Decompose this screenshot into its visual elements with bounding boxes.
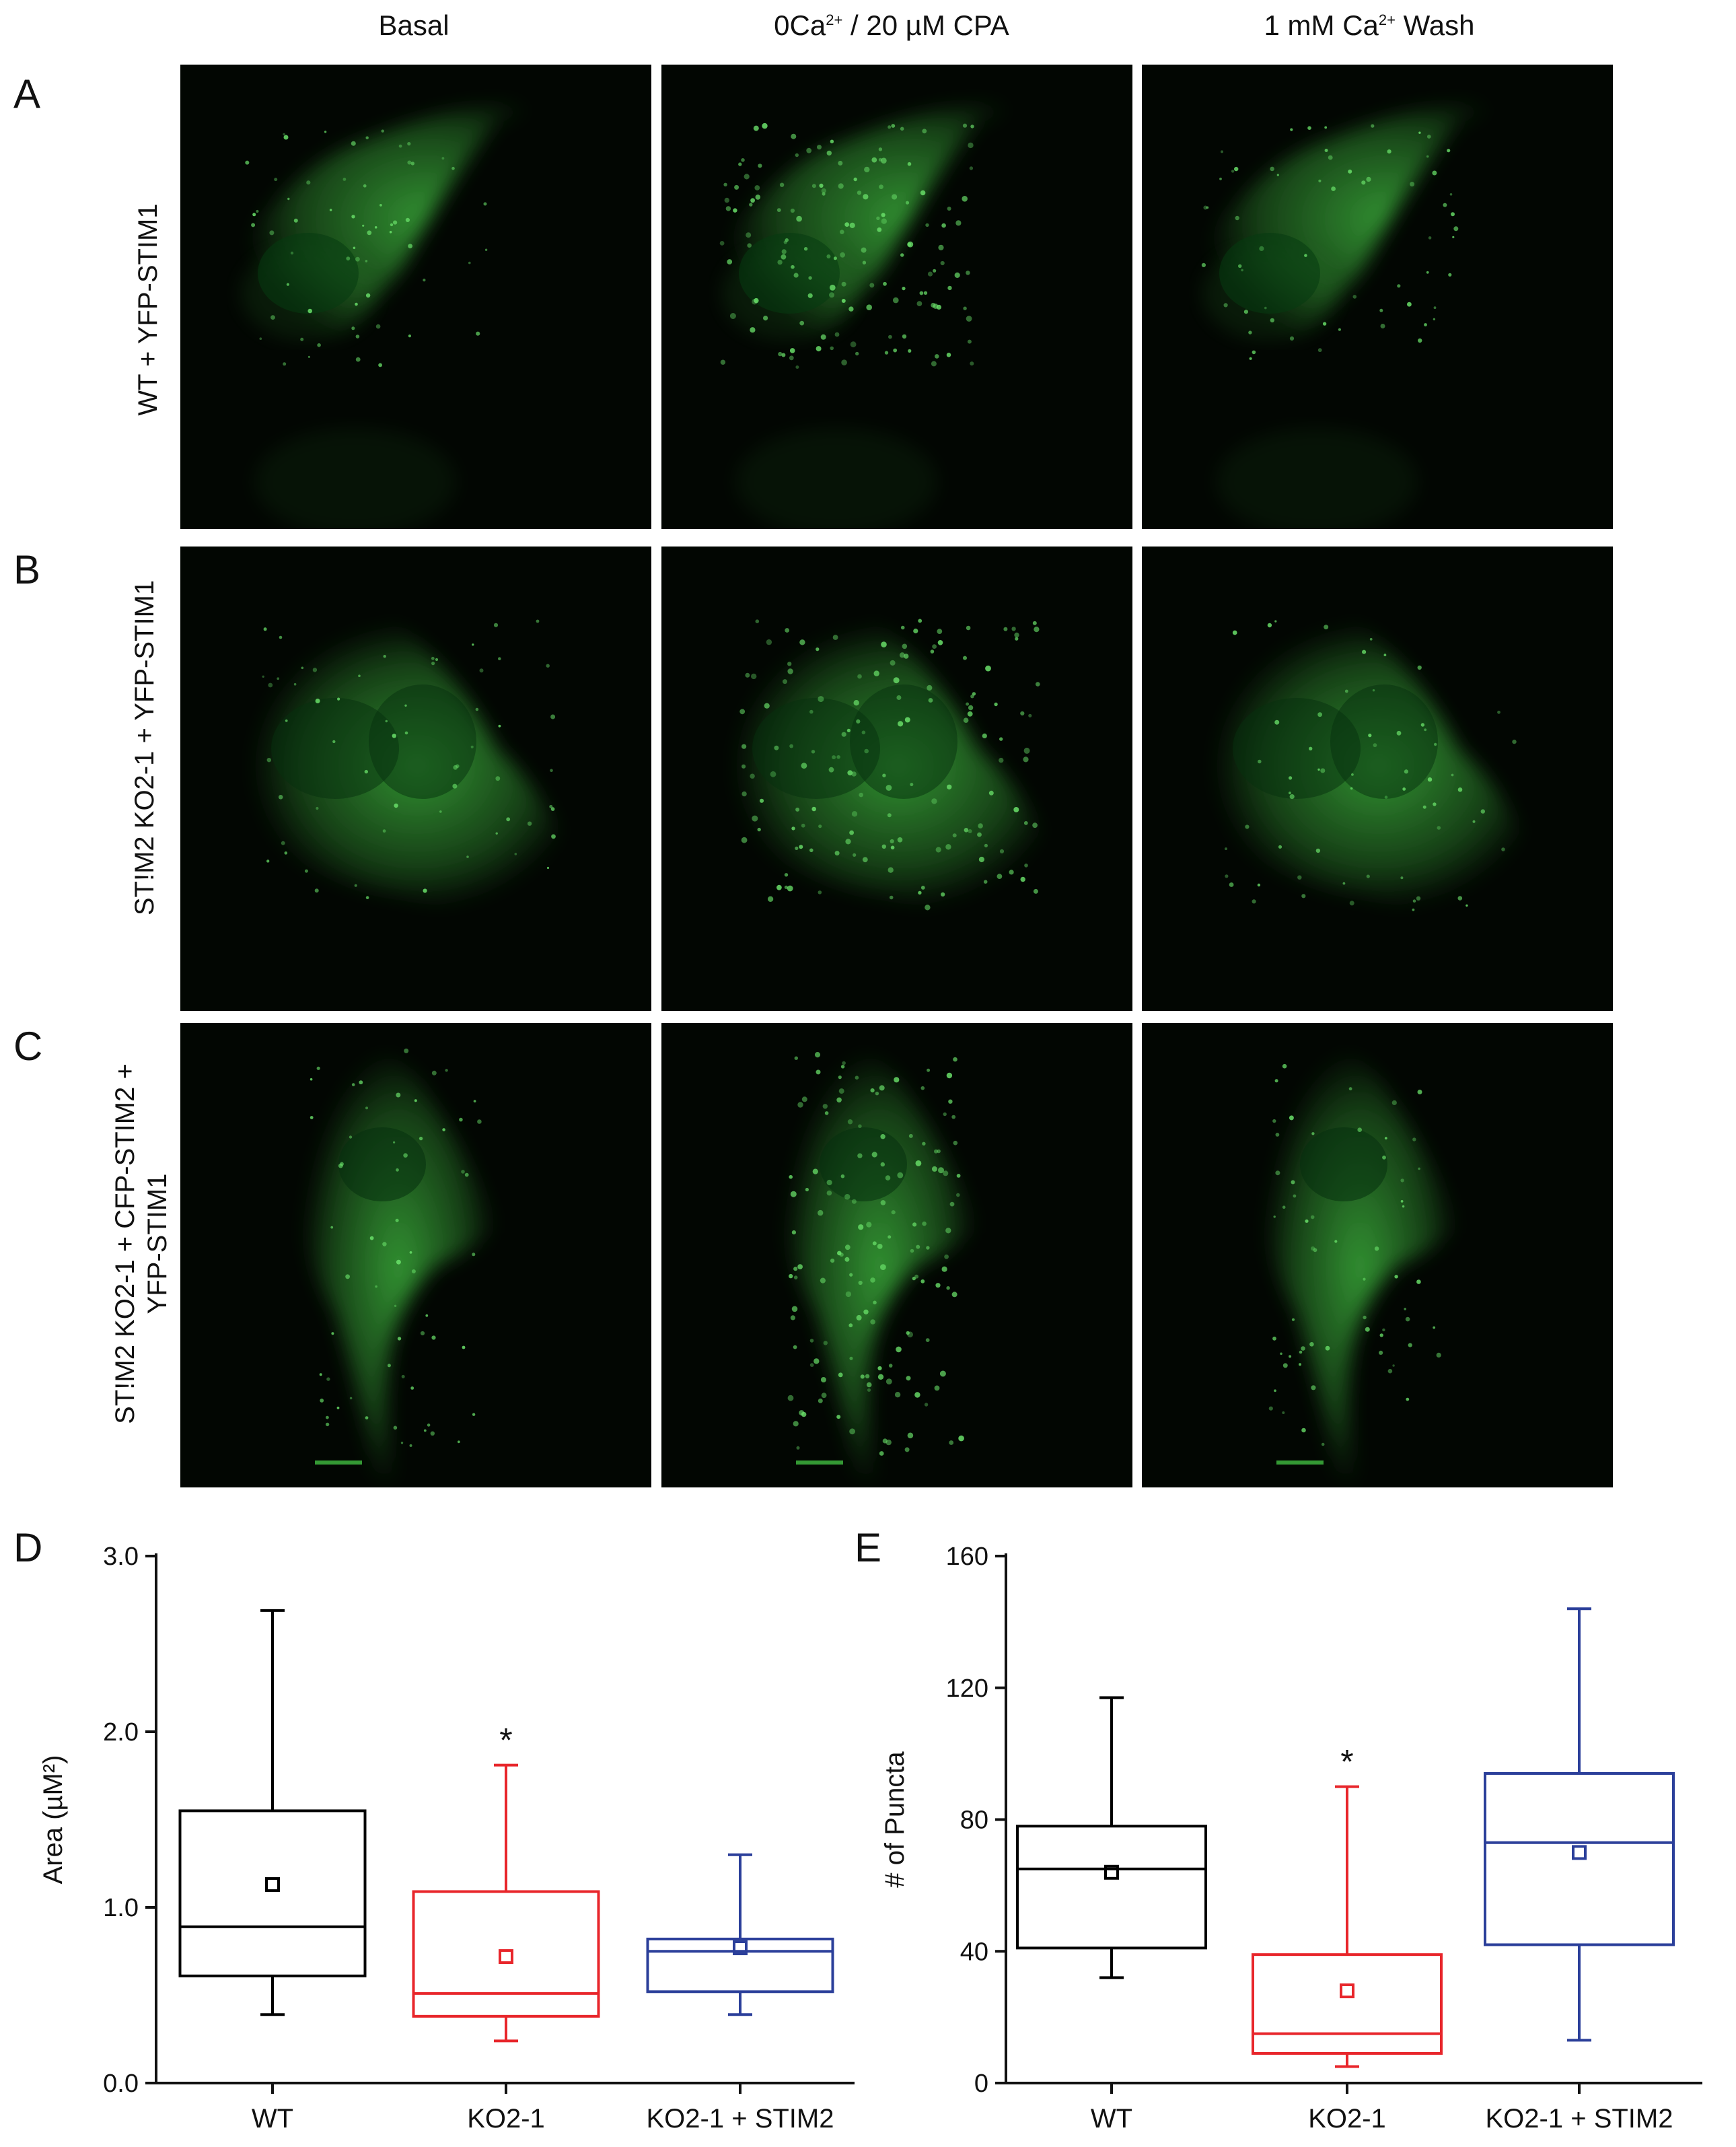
y-axis-label: Area (µM²) [38, 1755, 68, 1885]
mean-marker [1572, 1845, 1587, 1860]
y-tick-label: 40 [960, 1938, 988, 1966]
x-tick-label: KO2-1 + STIM2 [1486, 2104, 1673, 2134]
column-header-basal: Basal [378, 9, 449, 41]
panel-letter-a: A [13, 71, 41, 116]
mean-marker [733, 1940, 748, 1956]
box-1: * [1252, 1743, 1443, 2068]
box-iqr [1252, 1953, 1443, 2055]
chart-letter: E [855, 1525, 881, 1570]
x-tick-label: WT [1091, 2104, 1132, 2134]
x-tick-label: WT [252, 2104, 293, 2134]
row-label-c: ST!M2 KO2-1 + CFP-STIM2 + YFP-STIM1 [110, 1063, 172, 1424]
box-2 [646, 1853, 834, 2016]
y-tick-label: 3.0 [103, 1543, 139, 1571]
y-tick-label: 120 [946, 1675, 988, 1703]
x-tick-label: KO2-1 [467, 2104, 545, 2134]
box-iqr [1484, 1771, 1675, 1946]
micrograph-wt-cpa [661, 65, 1132, 529]
micrograph-rescue-cpa [661, 1023, 1132, 1487]
panel-letter-b: B [13, 547, 41, 592]
box-0 [178, 1609, 367, 2016]
mean-marker [1104, 1864, 1119, 1880]
panel-letter-c: C [13, 1024, 43, 1069]
box-iqr [412, 1890, 600, 2018]
micrograph-rescue-basal [180, 1023, 651, 1487]
y-tick-label: 2.0 [103, 1718, 139, 1747]
micrograph-rescue-wash [1142, 1023, 1613, 1487]
mean-marker [499, 1949, 513, 1965]
y-tick-label: 1.0 [103, 1894, 139, 1922]
y-tick-label: 0.0 [103, 2070, 139, 2098]
row-label-b: ST!M2 KO2-1 + YFP-STIM1 [130, 579, 159, 916]
significance-marker: * [499, 1722, 512, 1759]
column-header-wash: 1 mM Ca2+ Wash [1264, 9, 1475, 41]
micrograph-ko-wash [1142, 547, 1613, 1011]
y-tick-label: 160 [946, 1543, 988, 1571]
box-1: * [412, 1722, 600, 2043]
micrograph-ko-cpa [661, 547, 1132, 1011]
chart-letter: D [13, 1525, 42, 1570]
mean-marker [265, 1877, 280, 1893]
y-axis-label: # of Puncta [880, 1751, 910, 1888]
column-header-cpa: 0Ca2+ / 20 µM CPA [774, 9, 1009, 41]
chart-puncta: E 0 40 80 120 160 # of Puncta WT * KO2-1 KO2-1 + S… [855, 1525, 1702, 2134]
box-iqr [178, 1809, 367, 1977]
box-plot-charts: D 0.0 1.0 2.0 3.0 Area (µM²) WT * KO2-1 KO2-1 + S… [13, 1525, 1702, 2134]
significance-marker: * [1340, 1743, 1353, 1781]
y-tick-label: 80 [960, 1806, 988, 1835]
micrograph-wt-wash [1142, 65, 1613, 529]
box-iqr [646, 1937, 834, 1994]
x-tick-label: KO2-1 + STIM2 [647, 2104, 834, 2134]
box-0 [1016, 1696, 1207, 1979]
row-label-a: WT + YFP-STIM1 [133, 203, 163, 416]
box-2 [1484, 1607, 1675, 2042]
mean-marker [1340, 1983, 1354, 1998]
micrograph-ko-basal [180, 547, 651, 1011]
x-tick-label: KO2-1 [1308, 2104, 1386, 2134]
box-iqr [1016, 1825, 1207, 1950]
micrograph-wt-basal [180, 65, 651, 529]
chart-area: D 0.0 1.0 2.0 3.0 Area (µM²) WT * KO2-1 KO2-1 + S… [13, 1525, 855, 2134]
y-tick-label: 0 [974, 2070, 988, 2098]
